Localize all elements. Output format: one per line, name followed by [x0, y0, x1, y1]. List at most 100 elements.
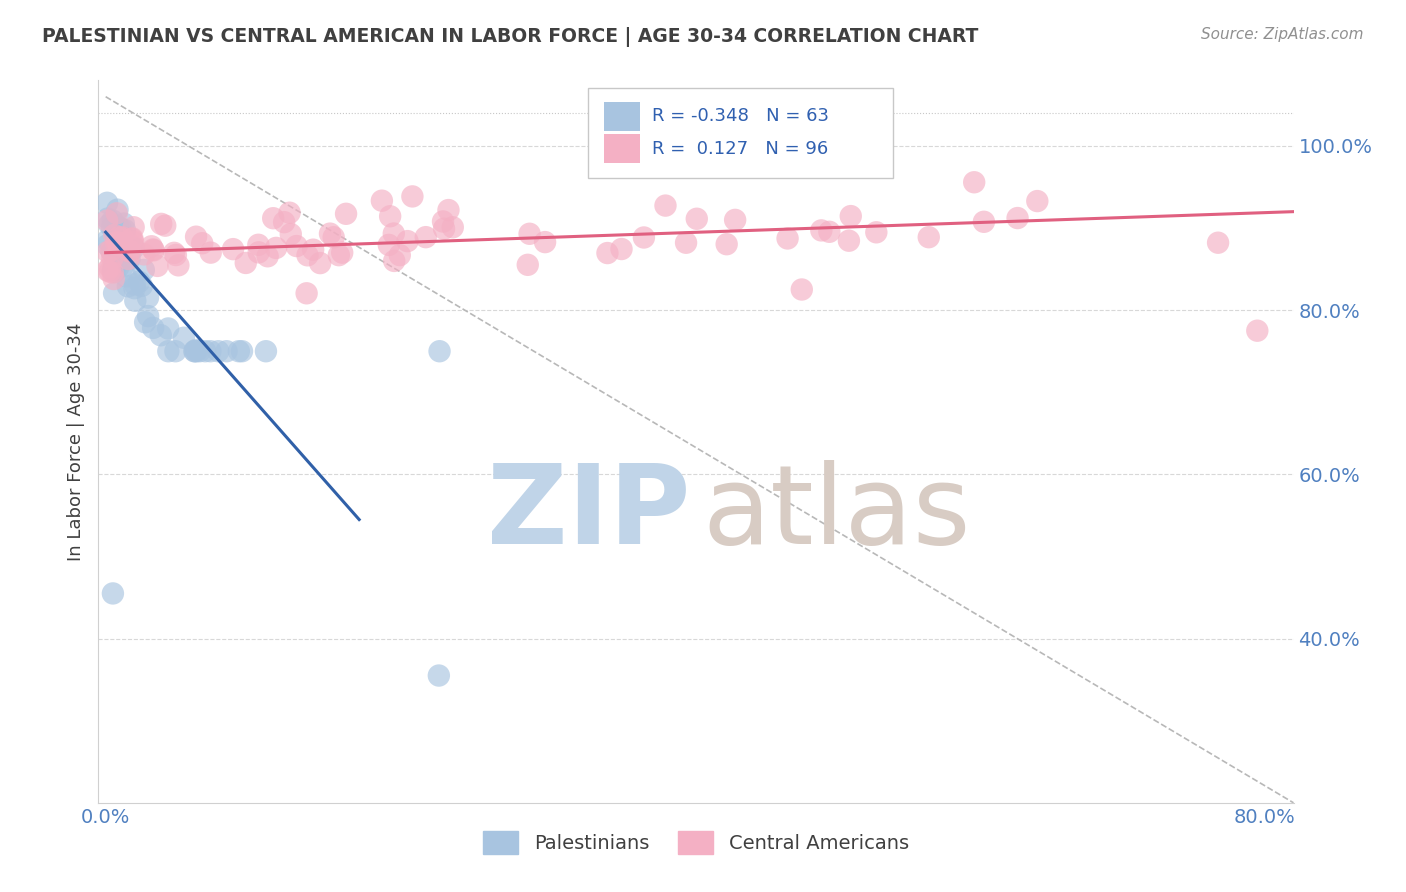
Point [104, 227, 127, 242]
Point [215, 344, 238, 359]
Point [155, 219, 177, 233]
Point [285, 239, 308, 253]
Point [100, 244, 122, 259]
Point [302, 243, 325, 257]
Point [228, 344, 250, 359]
Point [111, 230, 134, 244]
Point [157, 321, 180, 335]
Point [101, 220, 124, 235]
Point [163, 245, 186, 260]
Point [101, 213, 124, 227]
Point [103, 272, 125, 286]
Point [107, 235, 129, 249]
Point [122, 241, 145, 255]
Point [103, 260, 125, 274]
Point [222, 242, 245, 256]
Point [388, 248, 411, 262]
Point [96, 213, 118, 227]
Point [235, 256, 257, 270]
Point [97, 211, 120, 226]
Point [114, 269, 136, 284]
Point [183, 344, 205, 359]
FancyBboxPatch shape [605, 135, 640, 163]
Point [273, 215, 295, 229]
Point [103, 265, 125, 279]
Point [157, 344, 180, 359]
Point [596, 246, 619, 260]
Point [120, 244, 142, 258]
Point [264, 241, 287, 255]
Point [675, 235, 697, 250]
Point [97, 233, 120, 247]
Point [810, 223, 832, 237]
Point [110, 221, 132, 235]
Point [776, 231, 799, 245]
Point [534, 235, 557, 249]
Point [378, 238, 401, 252]
Point [105, 235, 128, 249]
Point [107, 219, 129, 234]
Point [110, 235, 132, 249]
Point [200, 245, 222, 260]
Point [107, 202, 129, 217]
Point [101, 586, 124, 600]
Point [231, 344, 253, 359]
Point [297, 248, 319, 262]
Point [184, 343, 207, 357]
Point [516, 258, 538, 272]
Point [173, 331, 195, 345]
Point [150, 217, 173, 231]
Point [427, 668, 450, 682]
Point [818, 225, 841, 239]
Point [108, 230, 131, 244]
Point [1007, 211, 1029, 225]
Text: R = -0.348   N = 63: R = -0.348 N = 63 [652, 107, 828, 126]
Point [186, 344, 208, 359]
Y-axis label: In Labor Force | Age 30-34: In Labor Force | Age 30-34 [66, 322, 84, 561]
Point [432, 214, 454, 228]
Text: R =  0.127   N = 96: R = 0.127 N = 96 [652, 140, 828, 158]
Point [194, 344, 217, 359]
Point [146, 259, 169, 273]
Point [295, 286, 318, 301]
Text: ZIP: ZIP [486, 460, 690, 567]
Point [105, 236, 128, 251]
Point [686, 211, 709, 226]
Point [112, 252, 135, 266]
Point [309, 256, 332, 270]
Point [121, 232, 143, 246]
Point [184, 344, 207, 359]
Point [115, 242, 138, 256]
Point [319, 227, 342, 241]
Point [107, 260, 129, 275]
Point [371, 194, 394, 208]
Point [254, 344, 277, 359]
Point [114, 223, 136, 237]
Point [790, 283, 813, 297]
Point [117, 279, 139, 293]
Point [124, 277, 146, 292]
Point [278, 205, 301, 219]
Point [330, 245, 353, 260]
Point [131, 278, 153, 293]
Point [142, 243, 165, 257]
Point [335, 207, 357, 221]
Point [103, 228, 125, 243]
Point [256, 249, 278, 263]
Point [396, 234, 419, 248]
Point [96, 263, 118, 277]
Point [328, 248, 350, 262]
Text: PALESTINIAN VS CENTRAL AMERICAN IN LABOR FORCE | AGE 30-34 CORRELATION CHART: PALESTINIAN VS CENTRAL AMERICAN IN LABOR… [42, 27, 979, 46]
Point [136, 291, 159, 305]
Point [105, 255, 128, 269]
Point [111, 235, 134, 250]
Point [165, 248, 187, 262]
Point [110, 246, 132, 260]
Text: atlas: atlas [702, 460, 970, 567]
Point [142, 244, 165, 258]
Point [101, 252, 124, 266]
Point [96, 238, 118, 252]
Point [191, 236, 214, 251]
Point [141, 239, 163, 253]
Point [433, 221, 456, 235]
